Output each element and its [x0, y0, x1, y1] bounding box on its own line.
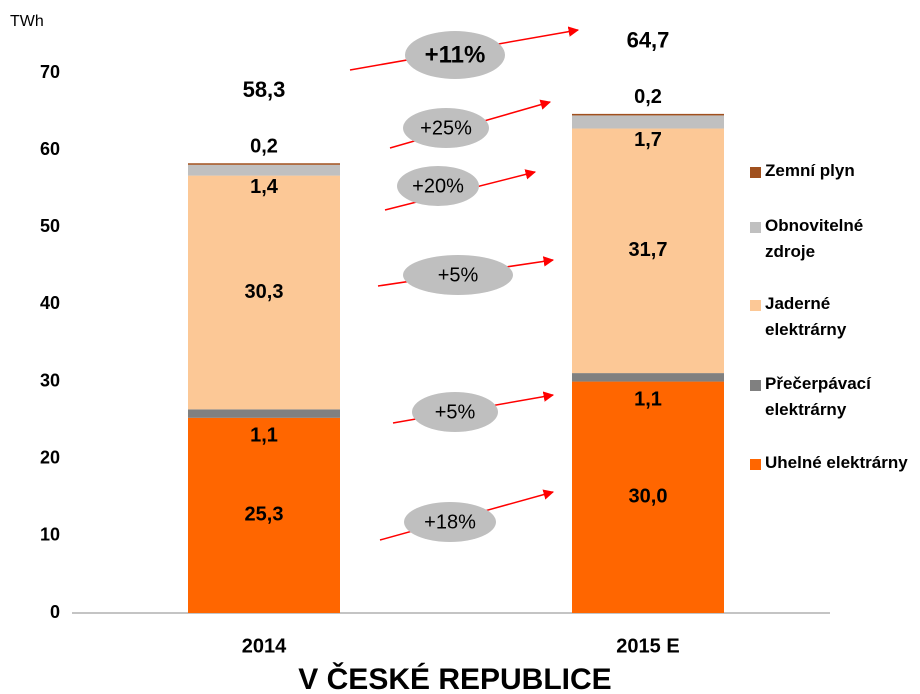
y-tick-label: 0 — [50, 602, 60, 622]
annotation-bubble — [412, 392, 498, 432]
annotation: +18% — [424, 511, 476, 533]
annotation-bubble — [404, 502, 496, 542]
annotation-bubble — [403, 108, 489, 148]
y-axis-label: TWh — [10, 13, 44, 30]
bar-segment — [572, 128, 724, 374]
bar-segment — [572, 113, 724, 116]
value-label: 31,7 — [629, 239, 668, 261]
bar-segment — [188, 164, 340, 176]
value-label: 25,3 — [245, 504, 284, 526]
annotation-bubble — [403, 255, 513, 295]
bar-segment — [188, 175, 340, 410]
bar-segment — [188, 163, 340, 165]
annotation-bubble — [405, 31, 505, 79]
value-label: 1,4 — [250, 176, 279, 198]
value-label: 0,2 — [250, 136, 278, 158]
value-label: 1,1 — [634, 388, 662, 410]
bar-segment — [572, 381, 724, 613]
legend-swatch — [750, 459, 761, 470]
bar-segment — [572, 373, 724, 382]
legend-swatch — [750, 167, 761, 178]
y-tick-label: 60 — [40, 139, 60, 159]
total-label: 64,7 — [627, 28, 670, 53]
legend-label: Zemní plyn — [765, 161, 855, 180]
legend-label: Uhelné elektrárny — [765, 453, 908, 472]
x-tick-label: 2014 — [242, 635, 287, 657]
annotation: +5% — [438, 264, 479, 286]
y-tick-label: 70 — [40, 62, 60, 82]
value-label: 1,1 — [250, 425, 278, 447]
annotation: +11% — [425, 41, 486, 68]
annotation: +25% — [420, 117, 472, 139]
legend-label: Přečerpávací elektrárny — [765, 374, 871, 419]
y-tick-label: 50 — [40, 216, 60, 236]
chart-title: V ČESKÉ REPUBLICE — [298, 662, 611, 694]
legend-label: Obnovitelné zdroje — [765, 216, 864, 261]
value-label: 30,3 — [245, 281, 284, 303]
legend-label: Jaderné elektrárny — [765, 294, 847, 339]
bar-segment — [572, 115, 724, 129]
y-tick-label: 20 — [40, 447, 60, 467]
y-tick-label: 10 — [40, 525, 60, 545]
total-label: 58,3 — [243, 77, 286, 102]
legend-swatch — [750, 300, 761, 311]
x-tick-label: 2015 E — [616, 635, 679, 657]
legend-swatch — [750, 222, 761, 233]
annotation-bubble — [397, 166, 479, 206]
value-label: 0,2 — [634, 86, 662, 108]
legend-swatch — [750, 380, 761, 391]
bar-segment — [188, 409, 340, 418]
value-label: 30,0 — [629, 486, 668, 508]
annotation: +20% — [412, 175, 464, 197]
value-label: 1,7 — [634, 129, 662, 151]
y-tick-label: 30 — [40, 370, 60, 390]
bar-segment — [188, 417, 340, 613]
annotation: +5% — [435, 401, 476, 423]
y-tick-label: 40 — [40, 293, 60, 313]
